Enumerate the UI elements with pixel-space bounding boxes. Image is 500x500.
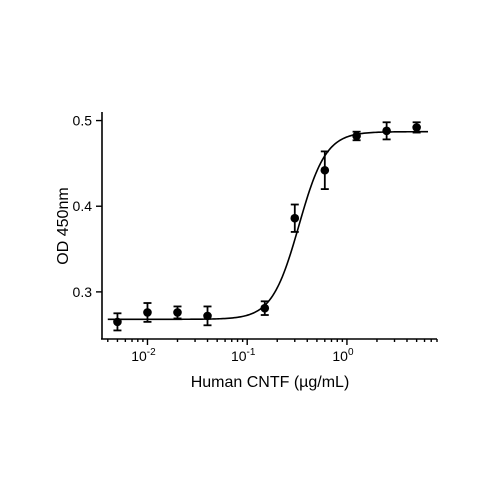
- y-ticks: 0.3 0.4 0.5: [73, 113, 102, 300]
- data-point-group: [382, 121, 391, 141]
- fit-curve: [107, 130, 429, 321]
- x-tick-label-base: 10: [332, 348, 348, 364]
- data-point-group: [352, 130, 361, 142]
- x-ticks: 10-2 10-1 100: [107, 339, 438, 364]
- data-point-group: [412, 121, 421, 134]
- x-tick-label-1: 10-1: [231, 347, 256, 364]
- data-point-group: [260, 300, 270, 316]
- fit-curve-layer: [107, 130, 429, 321]
- x-tick-label-exponent: 0: [348, 347, 354, 358]
- data-point-group: [203, 305, 212, 327]
- data-point-group: [290, 203, 300, 233]
- data-point-8: [382, 126, 391, 136]
- y-tick-label-2: 0.5: [73, 113, 93, 129]
- axes: [101, 112, 437, 340]
- data-point-group: [143, 302, 152, 323]
- data-point-6: [320, 165, 330, 175]
- x-tick-label-exponent: -1: [247, 347, 256, 358]
- y-tick-label-1: 0.4: [73, 198, 93, 214]
- data-point-3: [203, 311, 212, 321]
- data-point-7: [352, 131, 361, 141]
- x-tick-label-base: 10: [231, 348, 247, 364]
- data-point-9: [412, 123, 421, 132]
- data-point-5: [290, 213, 300, 223]
- data-point-group: [113, 312, 122, 332]
- data-point-0: [113, 317, 122, 327]
- data-point-2: [173, 308, 182, 317]
- data-point-group: [173, 305, 182, 320]
- x-tick-label-exponent: -2: [147, 347, 156, 358]
- data-point-1: [143, 308, 152, 317]
- x-axis-title: Human CNTF (µg/mL): [191, 374, 350, 391]
- x-tick-label-base: 10: [131, 348, 147, 364]
- data-point-4: [260, 303, 270, 313]
- x-tick-label-2: 100: [332, 347, 354, 364]
- data-points-layer: [113, 121, 421, 332]
- x-tick-label-0: 10-2: [131, 347, 156, 364]
- y-tick-label-0: 0.3: [73, 284, 93, 300]
- data-point-group: [320, 150, 330, 190]
- y-axis-title: OD 450nm: [55, 187, 72, 264]
